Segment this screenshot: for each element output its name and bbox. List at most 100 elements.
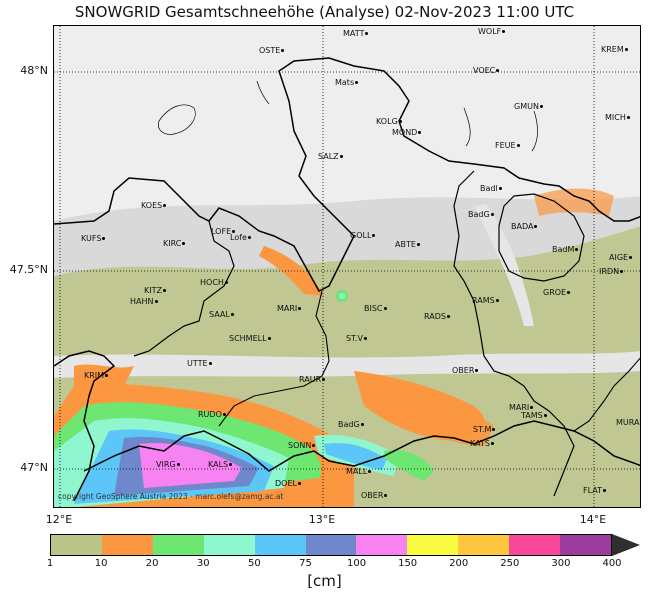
station-dot-icon	[281, 49, 285, 52]
station-dot-icon	[232, 230, 236, 233]
colorbar-tick-label: 1	[46, 558, 54, 569]
station-dot-icon	[230, 313, 234, 316]
station-dot-icon	[154, 300, 158, 303]
station-label: KREM	[601, 45, 628, 54]
station-dot-icon	[355, 81, 359, 84]
station-label: SALZ	[318, 152, 343, 161]
colorbar-tick-label: 300	[551, 558, 571, 569]
colorbar-extend-arrow	[612, 534, 640, 556]
station-label: OBER	[452, 366, 479, 375]
station-label: MOND	[392, 128, 422, 137]
station-dot-icon	[567, 291, 571, 294]
station-dot-icon	[222, 413, 226, 416]
colorbar-segment	[305, 535, 357, 555]
station-label: RAMS	[472, 296, 499, 305]
station-label: BISC	[364, 304, 387, 313]
station-dot-icon	[364, 337, 368, 340]
colorbar-segment	[101, 535, 153, 555]
station-label: KITZ	[144, 286, 166, 295]
station-label: MARI	[277, 304, 302, 313]
station-dot-icon	[602, 489, 606, 492]
station-label: HOCH	[200, 278, 228, 287]
station-label: IRDN	[599, 267, 624, 276]
station-dot-icon	[575, 248, 579, 251]
colorbar-tick-label: 400	[602, 558, 622, 569]
x-tick-label: 12°E	[45, 513, 73, 526]
station-label: KOES	[141, 201, 167, 210]
station-label: FLAT	[583, 486, 606, 495]
station-label: Lofe	[230, 233, 251, 242]
station-label: MURA	[616, 418, 640, 427]
station-dot-icon	[490, 442, 494, 445]
station-dot-icon	[368, 470, 372, 473]
station-label: KUFS	[81, 234, 106, 243]
colorbar-segment	[560, 535, 611, 555]
station-dot-icon	[163, 204, 167, 207]
station-label: AIGE	[609, 253, 633, 262]
station-dot-icon	[162, 289, 166, 292]
station-dot-icon	[629, 256, 633, 259]
station-label: OSTE	[259, 46, 285, 55]
station-label: DOEL	[275, 479, 301, 488]
colorbar-segment	[458, 535, 510, 555]
station-label: HAHN	[130, 297, 158, 306]
station-label: SAAL	[209, 310, 234, 319]
station-label: KALS	[208, 460, 233, 469]
station-label: FEUE	[495, 141, 520, 150]
station-dot-icon	[502, 30, 506, 33]
colorbar-tick-label: 30	[196, 558, 210, 569]
station-dot-icon	[620, 270, 624, 273]
station-label: LOFE	[211, 227, 236, 236]
station-label: WOLF	[478, 27, 506, 36]
x-tick-label: 13°E	[308, 513, 336, 526]
y-tick-label: 48°N	[20, 64, 48, 77]
station-label: BadM	[552, 245, 579, 254]
station-dot-icon	[516, 144, 520, 147]
colorbar-tick-label: 100	[346, 558, 367, 569]
colorbar-tick-label: 10	[94, 558, 108, 569]
colorbar-tick-label: 20	[145, 558, 159, 569]
station-label: OBER	[361, 491, 388, 500]
colorbar-tick-label: 250	[500, 558, 520, 569]
station-dot-icon	[224, 281, 228, 284]
map-canvas	[54, 26, 640, 507]
station-dot-icon	[365, 32, 369, 35]
y-tick-label: 47.5°N	[9, 263, 48, 276]
station-dot-icon	[372, 234, 376, 237]
station-dot-icon	[446, 315, 450, 318]
station-label: RADS	[424, 312, 450, 321]
station-label: KATS	[470, 439, 494, 448]
station-dot-icon	[298, 307, 302, 310]
station-dot-icon	[543, 414, 547, 417]
station-dot-icon	[490, 213, 494, 216]
station-label: GMUN	[514, 102, 543, 111]
station-label: Mats	[335, 78, 359, 87]
colorbar-segment	[509, 535, 561, 555]
station-label: VOEC	[473, 66, 500, 75]
station-label: KOLG	[376, 117, 402, 126]
station-label: Badl	[480, 184, 502, 193]
colorbar-segment	[356, 535, 408, 555]
station-dot-icon	[176, 463, 180, 466]
station-dot-icon	[384, 494, 388, 497]
station-label: ST.V	[346, 334, 368, 343]
colorbar-segment	[203, 535, 255, 555]
station-label: GROE	[543, 288, 571, 297]
station-label: KRIM	[84, 371, 109, 380]
station-dot-icon	[297, 482, 301, 485]
station-dot-icon	[539, 105, 543, 108]
station-dot-icon	[182, 242, 186, 245]
station-dot-icon	[102, 237, 106, 240]
station-dot-icon	[534, 225, 538, 228]
station-dot-icon	[383, 307, 387, 310]
station-dot-icon	[624, 48, 628, 51]
colorbar-tick-label: 150	[398, 558, 418, 569]
station-dot-icon	[416, 243, 420, 246]
colorbar-segment	[254, 535, 306, 555]
station-label: UTTE	[187, 359, 212, 368]
station-dot-icon	[208, 362, 212, 365]
colorbar-tick-label: 200	[449, 558, 469, 569]
station-label: BadG	[468, 210, 494, 219]
station-label: GOLL	[350, 231, 376, 240]
y-tick-label: 47°N	[20, 461, 48, 474]
